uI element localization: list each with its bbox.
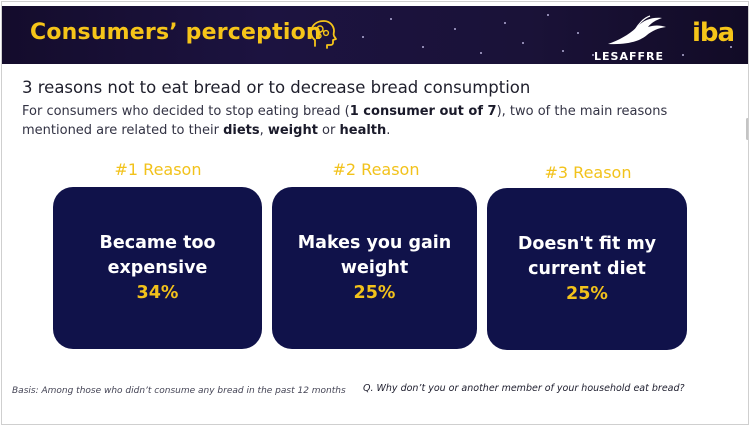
reason-3-label: #3 Reason bbox=[544, 163, 632, 182]
iba-logo: iba bbox=[692, 18, 735, 48]
reason-2-percent: 25% bbox=[353, 282, 396, 303]
brand-name: LESAFFRE bbox=[594, 50, 664, 63]
reason-2-text-line1: Makes you gain bbox=[297, 232, 452, 253]
page-title: Consumers’ perception bbox=[30, 20, 322, 45]
survey-question: Q. Why don’t you or another member of yo… bbox=[363, 383, 685, 394]
head-brain-icon bbox=[310, 20, 337, 49]
reason-3-text-line1: Doesn't fit my bbox=[517, 233, 657, 254]
reason-1-text-line2: expensive bbox=[107, 257, 208, 278]
reason-2-label: #2 Reason bbox=[332, 160, 420, 179]
intro-paragraph: For consumers who decided to stop eating… bbox=[22, 104, 668, 138]
reason-2-card: Makes you gain weight 25% bbox=[272, 187, 477, 349]
reason-2-text-line2: weight bbox=[340, 257, 409, 278]
reason-1-text-line1: Became too bbox=[99, 232, 216, 253]
section-heading: 3 reasons not to eat bread or to decreas… bbox=[22, 78, 531, 97]
reason-3-card: Doesn't fit my current diet 25% bbox=[487, 188, 687, 350]
reason-1-card: Became too expensive 34% bbox=[53, 187, 262, 349]
basis-note: Basis: Among those who didn’t consume an… bbox=[12, 386, 346, 396]
swallow-bird-logo bbox=[608, 15, 666, 45]
scrollbar-thumb[interactable] bbox=[746, 118, 748, 140]
reason-3-percent: 25% bbox=[566, 283, 608, 304]
reason-1-percent: 34% bbox=[136, 282, 179, 303]
reason-1-label: #1 Reason bbox=[114, 160, 202, 179]
header-banner: Consumers’ perception LESAFFRE iba bbox=[2, 6, 748, 64]
reason-3-text-line2: current diet bbox=[528, 258, 646, 279]
